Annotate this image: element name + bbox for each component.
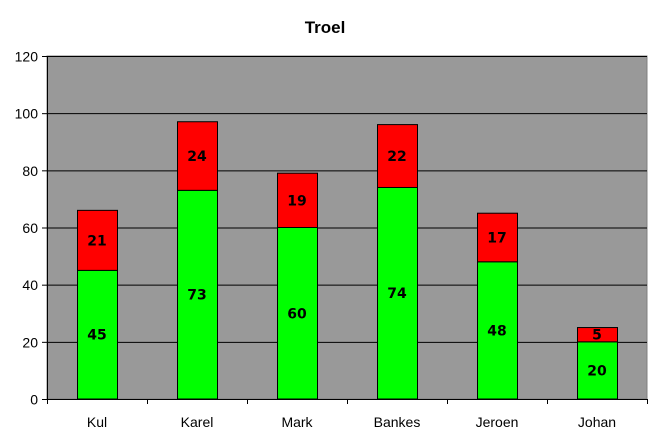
y-tick-label-40: 40 bbox=[22, 277, 38, 293]
y-tick-label-120: 120 bbox=[15, 49, 39, 65]
y-tick-label-80: 80 bbox=[22, 163, 38, 179]
bar-mark-s1 bbox=[277, 227, 318, 400]
x-tick-label-bankes: Bankes bbox=[374, 414, 421, 430]
data-label-johan-s2: 5 bbox=[592, 328, 602, 344]
x-tick-label-jeroen: Jeroen bbox=[476, 414, 519, 430]
chart-title: Troel bbox=[304, 18, 346, 37]
data-label-kul-s1: 45 bbox=[87, 328, 106, 344]
data-label-bankes-s1: 74 bbox=[387, 286, 407, 302]
data-label-karel-s1: 73 bbox=[187, 288, 206, 304]
bar-karel-s2 bbox=[177, 121, 218, 191]
data-label-jeroen-s1: 48 bbox=[487, 323, 506, 339]
bar-johan-s2 bbox=[577, 327, 618, 343]
bar-johan-s1 bbox=[577, 341, 618, 400]
x-tick-label-johan: Johan bbox=[578, 414, 616, 430]
bar-karel-s1 bbox=[177, 189, 218, 400]
y-tick-label-20: 20 bbox=[22, 334, 38, 350]
data-label-kul-s2: 21 bbox=[87, 233, 106, 249]
y-tick-label-100: 100 bbox=[15, 106, 39, 122]
bar-bankes-s2 bbox=[377, 124, 418, 188]
y-tick-label-0: 0 bbox=[30, 392, 38, 408]
data-label-bankes-s2: 22 bbox=[387, 149, 406, 165]
data-label-karel-s2: 24 bbox=[187, 149, 207, 165]
data-label-johan-s1: 20 bbox=[587, 363, 607, 379]
x-tick-label-kul: Kul bbox=[87, 414, 107, 430]
bar-jeroen-s1 bbox=[477, 261, 518, 400]
data-label-jeroen-s2: 17 bbox=[487, 231, 506, 247]
bar-bankes-s1 bbox=[377, 186, 418, 400]
y-tick-label-60: 60 bbox=[22, 220, 38, 236]
data-label-mark-s2: 19 bbox=[287, 193, 306, 209]
bar-mark-s2 bbox=[277, 172, 318, 228]
bar-kul-s1 bbox=[77, 269, 118, 400]
x-tick-label-mark: Mark bbox=[281, 414, 313, 430]
bar-jeroen-s2 bbox=[477, 212, 518, 263]
data-label-mark-s1: 60 bbox=[287, 306, 307, 322]
bar-kul-s2 bbox=[77, 209, 118, 271]
x-tick-label-karel: Karel bbox=[181, 414, 214, 430]
